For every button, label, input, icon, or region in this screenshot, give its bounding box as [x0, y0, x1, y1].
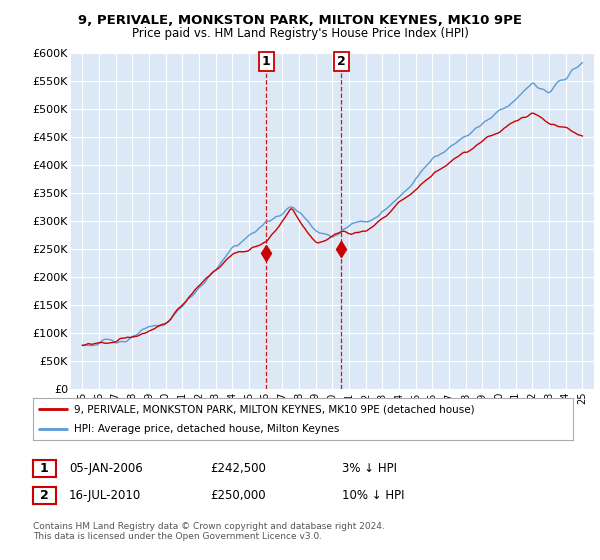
Text: Price paid vs. HM Land Registry's House Price Index (HPI): Price paid vs. HM Land Registry's House …	[131, 27, 469, 40]
Text: £250,000: £250,000	[210, 489, 266, 502]
Text: 16-JUL-2010: 16-JUL-2010	[69, 489, 141, 502]
Text: Contains HM Land Registry data © Crown copyright and database right 2024.
This d: Contains HM Land Registry data © Crown c…	[33, 522, 385, 542]
Text: 05-JAN-2006: 05-JAN-2006	[69, 462, 143, 475]
Bar	[266, 53, 341, 389]
Text: 1: 1	[40, 462, 49, 475]
Text: 2: 2	[40, 489, 49, 502]
Text: 9, PERIVALE, MONKSTON PARK, MILTON KEYNES, MK10 9PE: 9, PERIVALE, MONKSTON PARK, MILTON KEYNE…	[78, 14, 522, 27]
Text: 10% ↓ HPI: 10% ↓ HPI	[342, 489, 404, 502]
Text: £242,500: £242,500	[210, 462, 266, 475]
Text: 3% ↓ HPI: 3% ↓ HPI	[342, 462, 397, 475]
Text: HPI: Average price, detached house, Milton Keynes: HPI: Average price, detached house, Milt…	[74, 424, 339, 434]
Text: 1: 1	[262, 55, 271, 68]
Text: 9, PERIVALE, MONKSTON PARK, MILTON KEYNES, MK10 9PE (detached house): 9, PERIVALE, MONKSTON PARK, MILTON KEYNE…	[74, 404, 474, 414]
Text: 2: 2	[337, 55, 346, 68]
